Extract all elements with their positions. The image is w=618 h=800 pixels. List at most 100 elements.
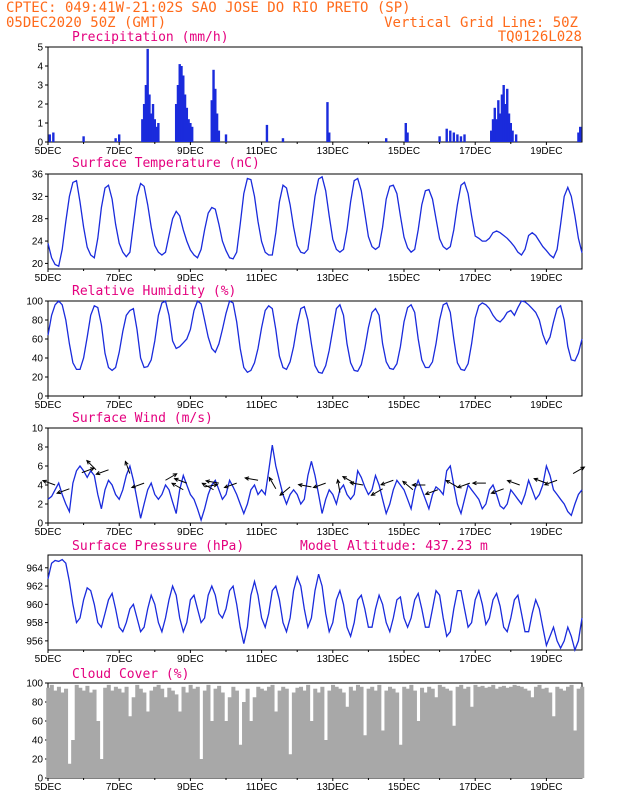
wind-arrow-head (336, 478, 341, 484)
cloud-cover-bar (192, 688, 197, 778)
cloud-cover-bar (185, 692, 190, 778)
cloud-cover-bar (523, 688, 528, 778)
cloud-cover-bar (398, 744, 403, 778)
cloud-cover-bar (487, 686, 492, 778)
precip-bar (506, 88, 509, 142)
wind-arrow (534, 478, 547, 484)
wind-arrow-head (370, 491, 376, 496)
wind-arrow (425, 489, 438, 495)
wind-arrow (171, 482, 184, 491)
cloud-cover-bar (149, 690, 154, 778)
wind-ytick-label: 0 (37, 519, 43, 530)
cloud-cover-bar (355, 684, 360, 778)
precip-ytick-label: 0 (37, 138, 43, 149)
precip-bar (185, 107, 189, 142)
precip-bar (493, 107, 496, 142)
precip-bar (144, 85, 148, 142)
cloud-cover-bar (177, 711, 182, 778)
precip-ytick-label: 4 (37, 62, 43, 73)
precip-xtick-label: 5DEC (35, 146, 62, 157)
cloud-cover-bar (441, 686, 446, 778)
temp-xtick-label: 9DEC (177, 273, 204, 284)
wind-ytick-label: 8 (37, 443, 43, 454)
precip-bar (328, 132, 331, 142)
cloud-xtick-label: 17DEC (459, 782, 491, 793)
cloud-cover-bar (96, 721, 101, 778)
cloud-cover-bar (113, 686, 118, 778)
wind-arrow (298, 484, 312, 488)
wind-arrow (204, 484, 218, 488)
cloud-cover-bar (163, 697, 168, 778)
wind-ytick-label: 10 (32, 424, 44, 435)
precip-bar (459, 136, 463, 142)
cloud-xtick-label: 7DEC (106, 782, 133, 793)
cloud-cover-bar (259, 688, 264, 778)
cloud-cover-bar (384, 690, 389, 778)
precip-ytick-label: 1 (37, 119, 43, 130)
wind-arrow (507, 480, 520, 486)
cloud-cover-bar (288, 754, 293, 778)
wind-arrow (42, 480, 56, 486)
cloud-ytick-label: 20 (32, 755, 44, 766)
cloud-ytick-label: 0 (37, 774, 43, 785)
rh-title: Relative Humidity (%) (72, 284, 236, 299)
wind-arrow (279, 486, 291, 496)
pres-xtick-label: 19DEC (530, 654, 562, 665)
cloud-cover-bar (466, 686, 471, 778)
precip-bar (497, 100, 500, 142)
cloud-cover-bar (128, 716, 133, 778)
cloud-cover-bar (78, 687, 83, 778)
header-location: CPTEC: 049:41W-21:02S SAO JOSE DO RIO PR… (6, 0, 411, 16)
cloud-cover-bar (67, 763, 72, 778)
wind-arrow-head (86, 459, 91, 465)
rh-ytick-label: 20 (32, 373, 44, 384)
cloud-cover-bar (274, 711, 279, 778)
precip-bar (449, 130, 452, 142)
cloud-cover-bar (548, 692, 553, 778)
rh-xtick-label: 5DEC (35, 400, 62, 411)
wind-arrow (491, 488, 504, 494)
cloud-cover-bar (565, 686, 571, 778)
cloud-cover-bar (416, 721, 421, 778)
cloud-cover-bar (316, 692, 321, 778)
pres-frame (47, 554, 583, 651)
cloud-cover-bar (234, 690, 239, 778)
precip-xtick-label: 17DEC (459, 146, 491, 157)
wind-arrow-head (312, 484, 318, 489)
precip-bar (463, 134, 466, 142)
rh-ytick-label: 0 (37, 392, 43, 403)
precip-bar (155, 126, 158, 142)
cloud-ytick-label: 100 (26, 679, 43, 690)
cloud-cover-bar (195, 686, 200, 778)
temp-ytick-label: 32 (32, 192, 44, 203)
pres-xtick-label: 9DEC (177, 654, 204, 665)
precip-bar (445, 128, 448, 142)
wind-arrow-head (401, 480, 407, 486)
cloud-cover-bar (484, 687, 489, 778)
precip-bar (507, 113, 511, 142)
wind-arrow-head (171, 482, 177, 487)
precip-title: Precipitation (mm/h) (72, 30, 229, 45)
cloud-cover-bar (573, 730, 578, 778)
precip-bar (151, 104, 155, 142)
cloud-cover-bar (448, 690, 453, 778)
cloud-cover-bar (505, 687, 510, 778)
precip-bar (491, 119, 495, 142)
rh-xtick-label: 15DEC (388, 400, 420, 411)
cloud-cover-bar (188, 684, 193, 778)
cloud-cover-bar (526, 690, 531, 778)
precip-bar (174, 104, 178, 142)
precip-bar (514, 134, 518, 142)
wind-arrow-head (543, 481, 549, 486)
cloud-cover-bar (562, 690, 567, 778)
cloud-cover-bar (302, 690, 307, 778)
precip-ytick-label: 2 (37, 100, 43, 111)
cloud-xtick-label: 5DEC (35, 782, 62, 793)
precip-bar (404, 123, 407, 142)
cloud-cover-bar (558, 688, 563, 778)
cloud-cover-bar (170, 690, 175, 778)
cloud-xtick-label: 13DEC (317, 782, 349, 793)
wind-xtick-label: 19DEC (530, 527, 562, 538)
wind-xtick-label: 17DEC (459, 527, 491, 538)
rh-ytick-label: 60 (32, 335, 44, 346)
